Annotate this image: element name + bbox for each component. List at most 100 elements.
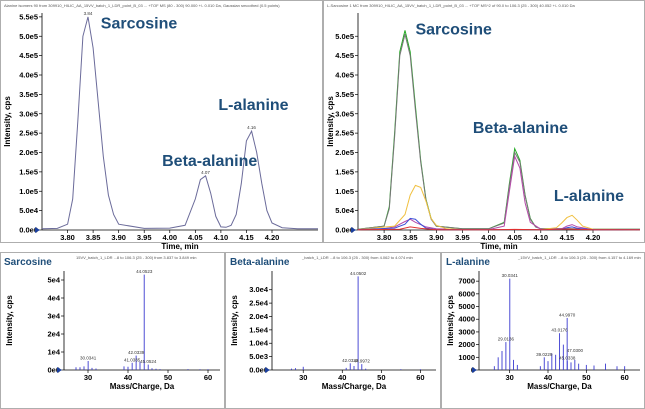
- x-axis-label: Mass/Charge, Da: [110, 382, 175, 391]
- y-tick-label: 3.0e4: [249, 285, 269, 294]
- compound-annotation: Sarcosine: [415, 21, 492, 38]
- x-axis-label: Mass/Charge, Da: [527, 382, 592, 391]
- y-tick-label: 4.0e5: [19, 71, 38, 80]
- panel-3: 15VV_batch_1_LDR ...8 to 106.3 (25 - 300…: [0, 252, 225, 409]
- y-tick-label: 5.0e4: [19, 206, 39, 215]
- y-tick-label: 0.0e0: [19, 226, 38, 235]
- x-tick-label: 50: [164, 373, 172, 382]
- compound-annotation: L-alanine: [554, 188, 624, 205]
- peak-label: 44.0502: [350, 271, 367, 276]
- x-tick-label: 4.10: [533, 233, 548, 242]
- panel-header: _batch_1_LDR ...8 to 106.3 (25 - 300) fr…: [301, 255, 413, 260]
- x-tick-label: 4.05: [188, 233, 203, 242]
- x-tick-label: 30: [84, 373, 92, 382]
- zero-marker: [351, 227, 356, 233]
- peak-label: 45.0338: [559, 356, 576, 361]
- panel-1: Alanine isomers 90 from 309910_HILIC_AA_…: [0, 0, 323, 251]
- y-tick-label: 3.0e5: [335, 109, 354, 118]
- zero-marker: [57, 367, 62, 373]
- x-tick-label: 4.20: [265, 233, 280, 242]
- x-tick-label: 3.80: [60, 233, 75, 242]
- peak-label: 43.0176: [551, 328, 568, 333]
- zero-marker: [265, 367, 270, 373]
- y-axis-label: Intensity, cps: [326, 96, 335, 147]
- y-axis-label: Intensity, cps: [3, 96, 12, 147]
- y-tick-label: 5000: [458, 302, 475, 311]
- y-tick-label: 1000: [458, 353, 475, 362]
- y-tick-label: 0e0: [47, 366, 60, 375]
- y-tick-label: 5e4: [47, 276, 60, 285]
- peak-label: 44.9970: [559, 312, 576, 317]
- y-tick-label: 2.0e4: [249, 312, 269, 321]
- x-tick-label: 40: [544, 373, 552, 382]
- x-tick-label: 4.15: [239, 233, 254, 242]
- x-tick-label: 60: [416, 373, 424, 382]
- y-tick-label: 1.0e4: [249, 339, 269, 348]
- y-tick-label: 3000: [458, 327, 475, 336]
- x-tick-label: 40: [124, 373, 132, 382]
- x-tick-label: 60: [204, 373, 212, 382]
- x-axis-label: Mass/Charge, Da: [322, 382, 387, 391]
- x-tick-label: 30: [299, 373, 307, 382]
- x-tick-label: 4.05: [507, 233, 522, 242]
- y-tick-label: 2e4: [47, 330, 60, 339]
- x-tick-label: 3.95: [137, 233, 152, 242]
- peak-label: 4.16: [247, 125, 256, 130]
- zero-marker: [472, 367, 477, 373]
- x-tick-label: 40: [338, 373, 346, 382]
- peak-label: 4.07: [201, 170, 210, 175]
- panel-frame: [323, 0, 645, 243]
- y-tick-label: 1.5e5: [335, 167, 354, 176]
- x-tick-label: 3.90: [111, 233, 126, 242]
- panel-header: L-Sarcosine 1 MC from 309910_HILIC_AA_15…: [327, 3, 576, 8]
- peak-label: 44.9972: [354, 359, 371, 364]
- y-tick-label: 4.5e5: [335, 51, 354, 60]
- x-tick-label: 60: [620, 373, 628, 382]
- y-tick-label: 6000: [458, 289, 475, 298]
- panel-frame: [0, 252, 225, 409]
- compound-annotation: Beta-alanine: [473, 120, 568, 137]
- panel-frame: [225, 252, 441, 409]
- panel-header: Alanine isomers 90 from 309910_HILIC_AA_…: [4, 3, 280, 8]
- y-tick-label: 5.5e5: [19, 12, 38, 21]
- y-tick-label: 4000: [458, 315, 475, 324]
- zero-marker: [35, 227, 40, 233]
- y-tick-label: 1.0e5: [19, 187, 38, 196]
- x-tick-label: 3.80: [377, 233, 392, 242]
- x-tick-label: 30: [505, 373, 513, 382]
- y-tick-label: 1.5e5: [19, 167, 38, 176]
- x-tick-label: 3.95: [455, 233, 470, 242]
- peak-label: 47.0300: [567, 348, 584, 353]
- y-tick-label: 7000: [458, 277, 475, 286]
- y-tick-label: 2.5e5: [335, 129, 354, 138]
- y-tick-label: 2.0e5: [19, 148, 38, 157]
- compound-annotation: L-alanine: [218, 97, 288, 114]
- peak-label: 42.0335: [342, 358, 359, 363]
- x-tick-label: 50: [377, 373, 385, 382]
- peak-label: 45.0524: [140, 359, 157, 364]
- y-tick-label: 5.0e4: [335, 206, 355, 215]
- y-axis-label: Intensity, cps: [446, 295, 455, 346]
- y-tick-label: 2.5e5: [19, 129, 38, 138]
- panel-2: L-Sarcosine 1 MC from 309910_HILIC_AA_15…: [323, 0, 645, 251]
- spectrum-title: Beta-alanine: [230, 257, 290, 268]
- x-tick-label: 4.15: [560, 233, 575, 242]
- x-tick-label: 3.90: [429, 233, 444, 242]
- x-axis-label: Time, min: [480, 242, 517, 251]
- peak-label: 44.0523: [136, 269, 153, 274]
- spectrum-title: Sarcosine: [4, 257, 52, 268]
- y-tick-label: 4.5e5: [19, 51, 38, 60]
- y-tick-label: 1.5e4: [249, 325, 269, 334]
- y-tick-label: 5.0e3: [249, 352, 268, 361]
- y-tick-label: 2000: [458, 340, 475, 349]
- panel-frame: [0, 0, 323, 243]
- y-tick-label: 5.0e5: [335, 32, 354, 41]
- y-tick-label: 0.0e0: [335, 226, 354, 235]
- panel-header: 15VV_batch_1_LDR ...8 to 106.3 (25 - 300…: [76, 255, 197, 260]
- y-tick-label: 3.5e5: [335, 90, 354, 99]
- y-tick-label: 3.0e5: [19, 109, 38, 118]
- x-tick-label: 4.10: [214, 233, 229, 242]
- y-tick-label: 0.0e0: [249, 366, 268, 375]
- y-tick-label: 2.5e4: [249, 299, 269, 308]
- panel-4: _batch_1_LDR ...8 to 106.3 (25 - 300) fr…: [225, 252, 441, 409]
